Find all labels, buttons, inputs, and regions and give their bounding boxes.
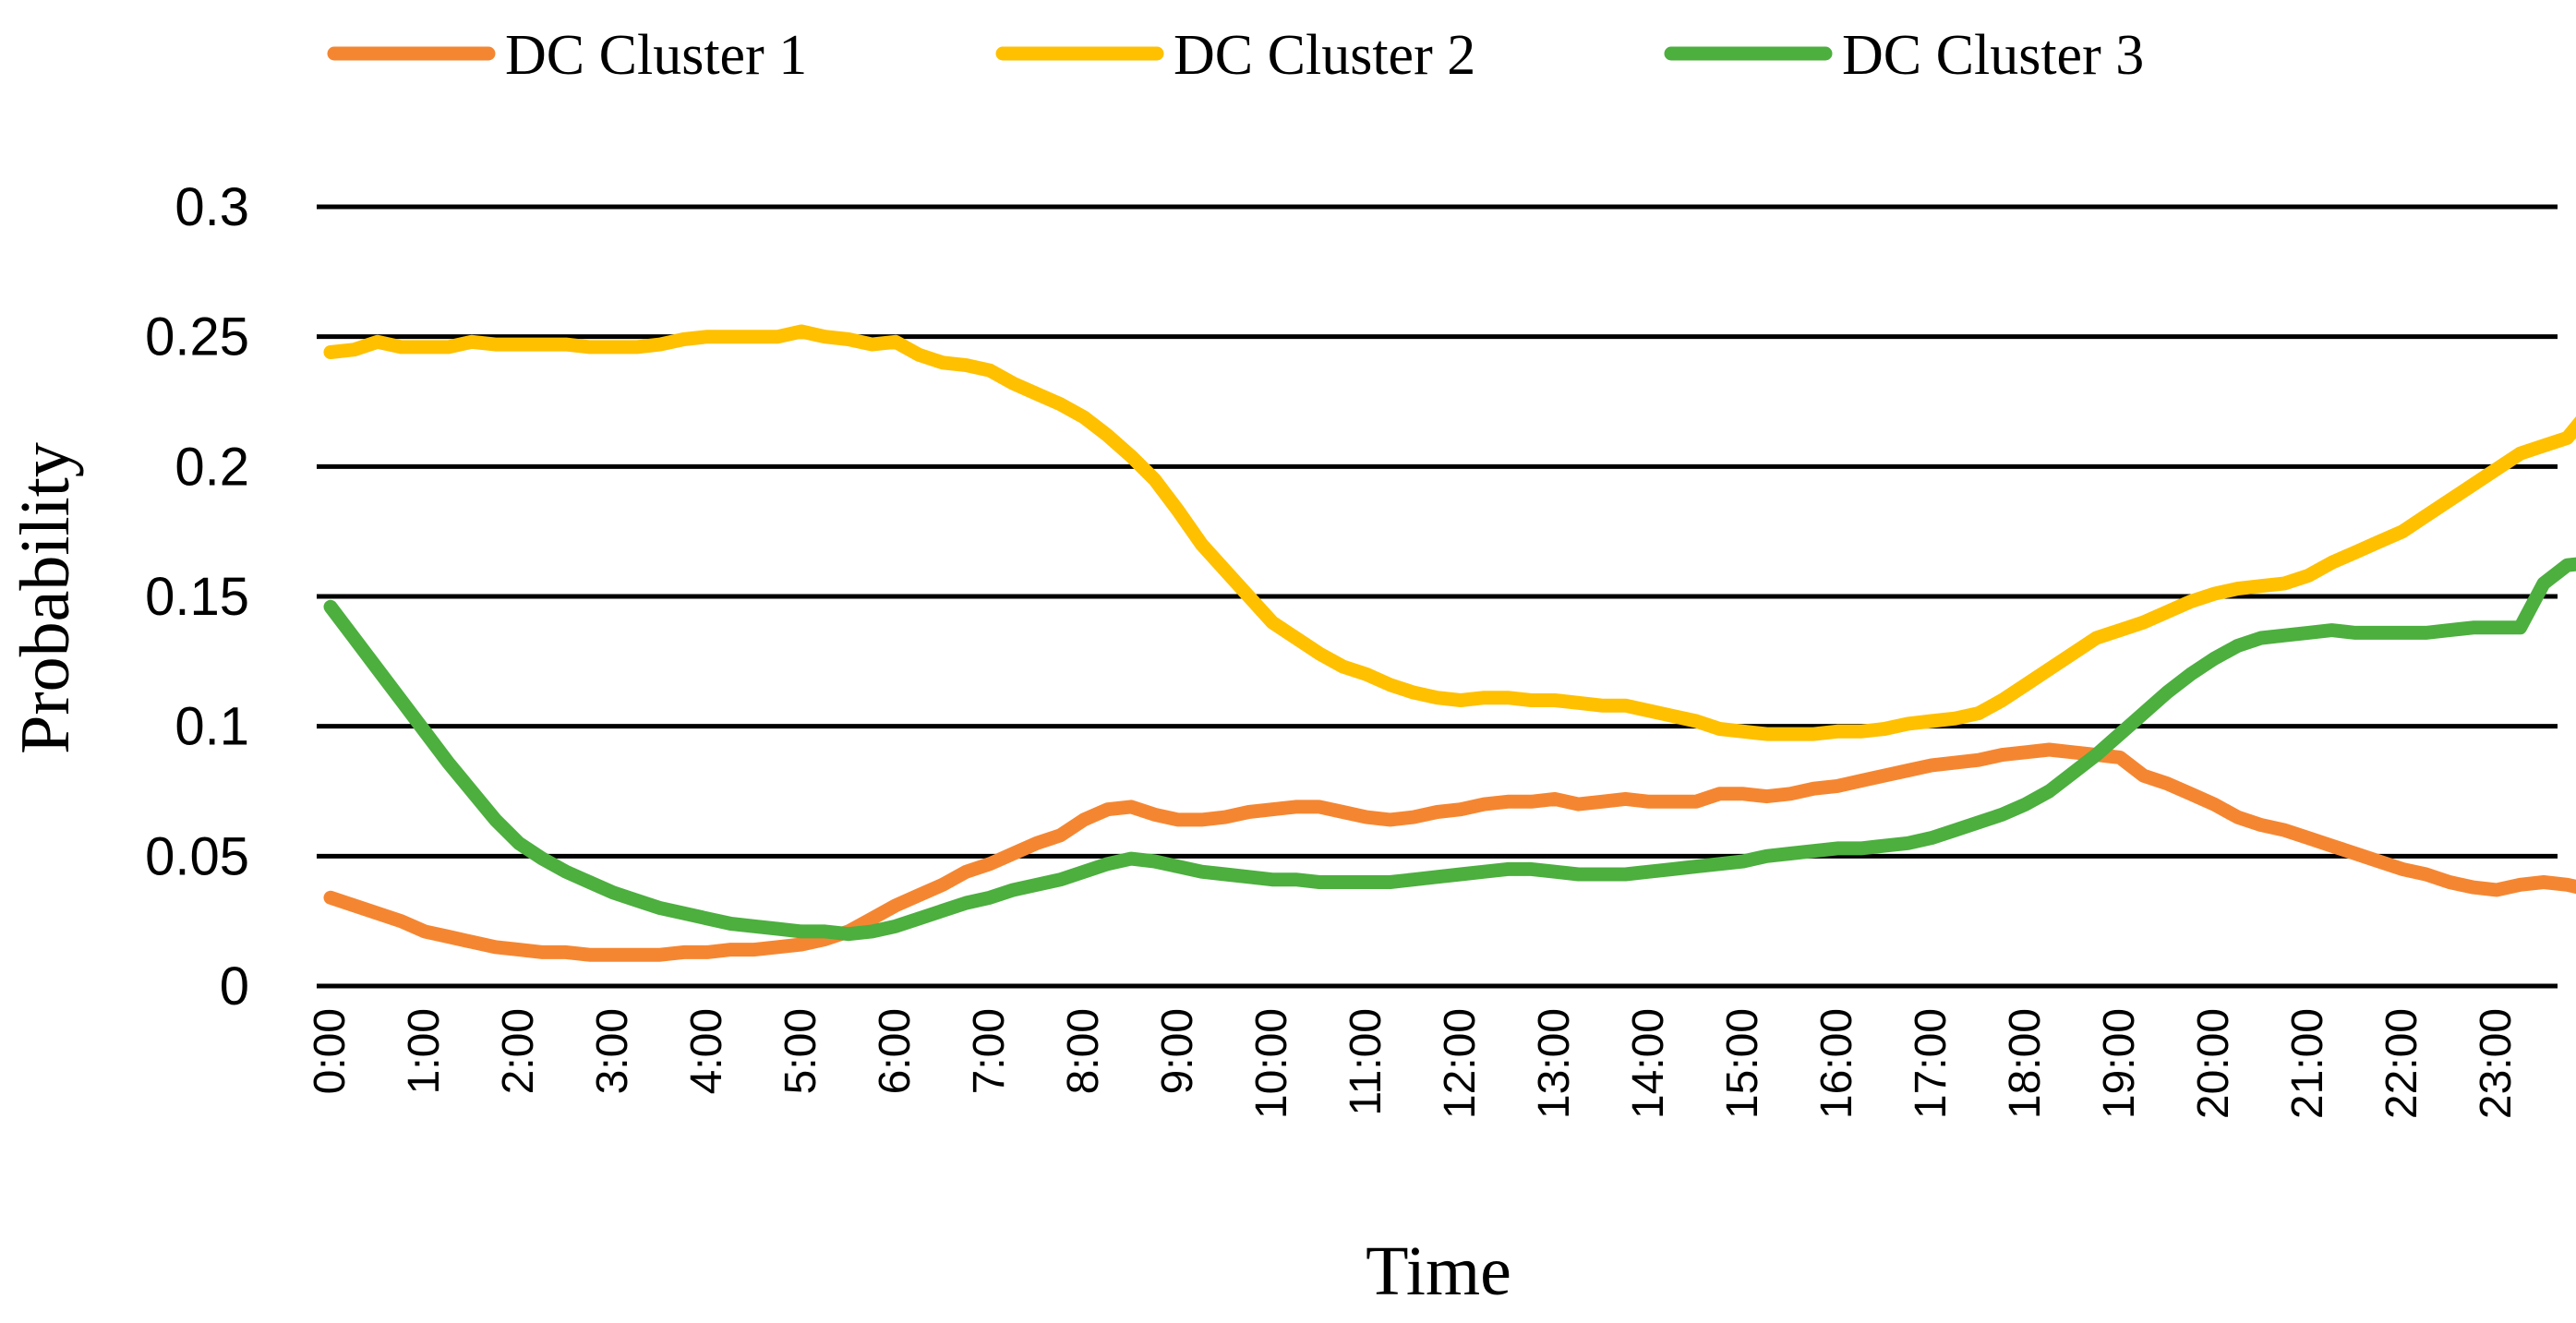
series-line-dc-cluster-3 xyxy=(323,557,2576,942)
x-tick-label: 20:00 xyxy=(2189,1008,2238,1119)
x-tick-label: 12:00 xyxy=(1436,1008,1485,1119)
y-tick-label: 0.05 xyxy=(145,826,249,886)
y-tick-label: 0 xyxy=(220,956,249,1016)
x-tick-label: 0:00 xyxy=(306,1008,355,1094)
y-tick-label: 0.3 xyxy=(175,177,249,237)
x-tick-label: 8:00 xyxy=(1059,1008,1108,1094)
x-axis-ticks: 0:00 1:00 2:00 3:00 4:00 5:00 6:00 7:00 8:00 9:00… xyxy=(306,1008,2521,1119)
x-tick-label: 10:00 xyxy=(1247,1008,1296,1119)
gridlines xyxy=(317,204,2558,989)
x-tick-label: 6:00 xyxy=(871,1008,920,1094)
x-tick-label: 23:00 xyxy=(2472,1008,2521,1119)
x-tick-label: 14:00 xyxy=(1624,1008,1673,1119)
x-tick-label: 22:00 xyxy=(2377,1008,2426,1119)
x-axis-label: Time xyxy=(1366,1233,1511,1310)
x-tick-label: 17:00 xyxy=(1907,1008,1956,1119)
y-tick-label: 0.2 xyxy=(175,437,249,497)
x-tick-label: 2:00 xyxy=(494,1008,543,1094)
y-tick-label: 0.25 xyxy=(145,307,249,367)
legend-label-dc-cluster-1: DC Cluster 1 xyxy=(505,24,807,87)
x-tick-label: 1:00 xyxy=(400,1008,449,1094)
x-tick-label: 21:00 xyxy=(2283,1008,2332,1119)
legend-label-dc-cluster-3: DC Cluster 3 xyxy=(1842,24,2144,87)
x-tick-label: 16:00 xyxy=(1812,1008,1861,1119)
legend: DC Cluster 1 DC Cluster 2 DC Cluster 3 xyxy=(327,24,2144,87)
y-tick-label: 0.15 xyxy=(145,567,249,627)
x-tick-label: 9:00 xyxy=(1153,1008,1202,1094)
x-tick-label: 18:00 xyxy=(2001,1008,2050,1119)
x-tick-label: 5:00 xyxy=(776,1008,825,1094)
series-line-dc-cluster-2 xyxy=(323,324,2576,741)
x-tick-label: 15:00 xyxy=(1718,1008,1767,1119)
x-tick-label: 13:00 xyxy=(1530,1008,1579,1119)
x-tick-label: 11:00 xyxy=(1342,1008,1390,1116)
y-axis-label: Probability xyxy=(6,442,84,754)
x-tick-label: 7:00 xyxy=(965,1008,1014,1094)
x-tick-label: 4:00 xyxy=(682,1008,731,1094)
series-line-dc-cluster-1 xyxy=(323,742,2576,962)
series-lines xyxy=(323,324,2576,962)
y-tick-label: 0.1 xyxy=(175,697,249,757)
x-tick-label: 19:00 xyxy=(2095,1008,2144,1119)
x-tick-label: 3:00 xyxy=(588,1008,637,1094)
legend-label-dc-cluster-2: DC Cluster 2 xyxy=(1174,24,1475,87)
y-axis-ticks: 0 0.05 0.1 0.15 0.2 0.25 0.3 xyxy=(145,177,249,1016)
